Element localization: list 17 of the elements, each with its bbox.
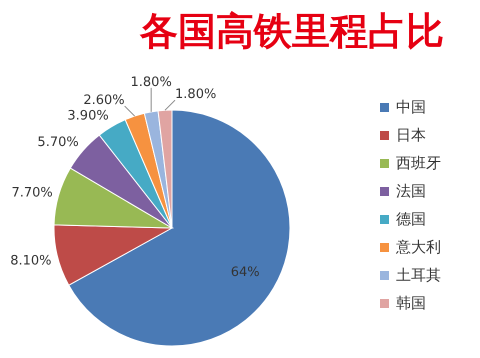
data-label: 1.80% [130, 74, 172, 90]
data-label: 1.80% [175, 87, 216, 102]
chart-title: 各国高铁里程占比 [139, 9, 444, 53]
data-label: 3.90% [67, 108, 109, 124]
data-label: 2.60% [83, 93, 125, 108]
legend-label: 法国 [396, 182, 426, 200]
data-label: 5.70% [37, 134, 79, 150]
data-label: 7.70% [11, 186, 53, 201]
legend-label: 德国 [396, 210, 426, 228]
legend-label: 日本 [396, 126, 426, 144]
legend-label: 意大利 [395, 238, 441, 256]
legend-label: 西班牙 [396, 154, 441, 172]
data-label: 64% [230, 265, 260, 280]
data-label: 8.10% [10, 253, 52, 268]
legend-label: 中国 [396, 98, 426, 116]
legend-label: 韩国 [396, 294, 426, 312]
legend-label: 土耳其 [396, 266, 441, 284]
